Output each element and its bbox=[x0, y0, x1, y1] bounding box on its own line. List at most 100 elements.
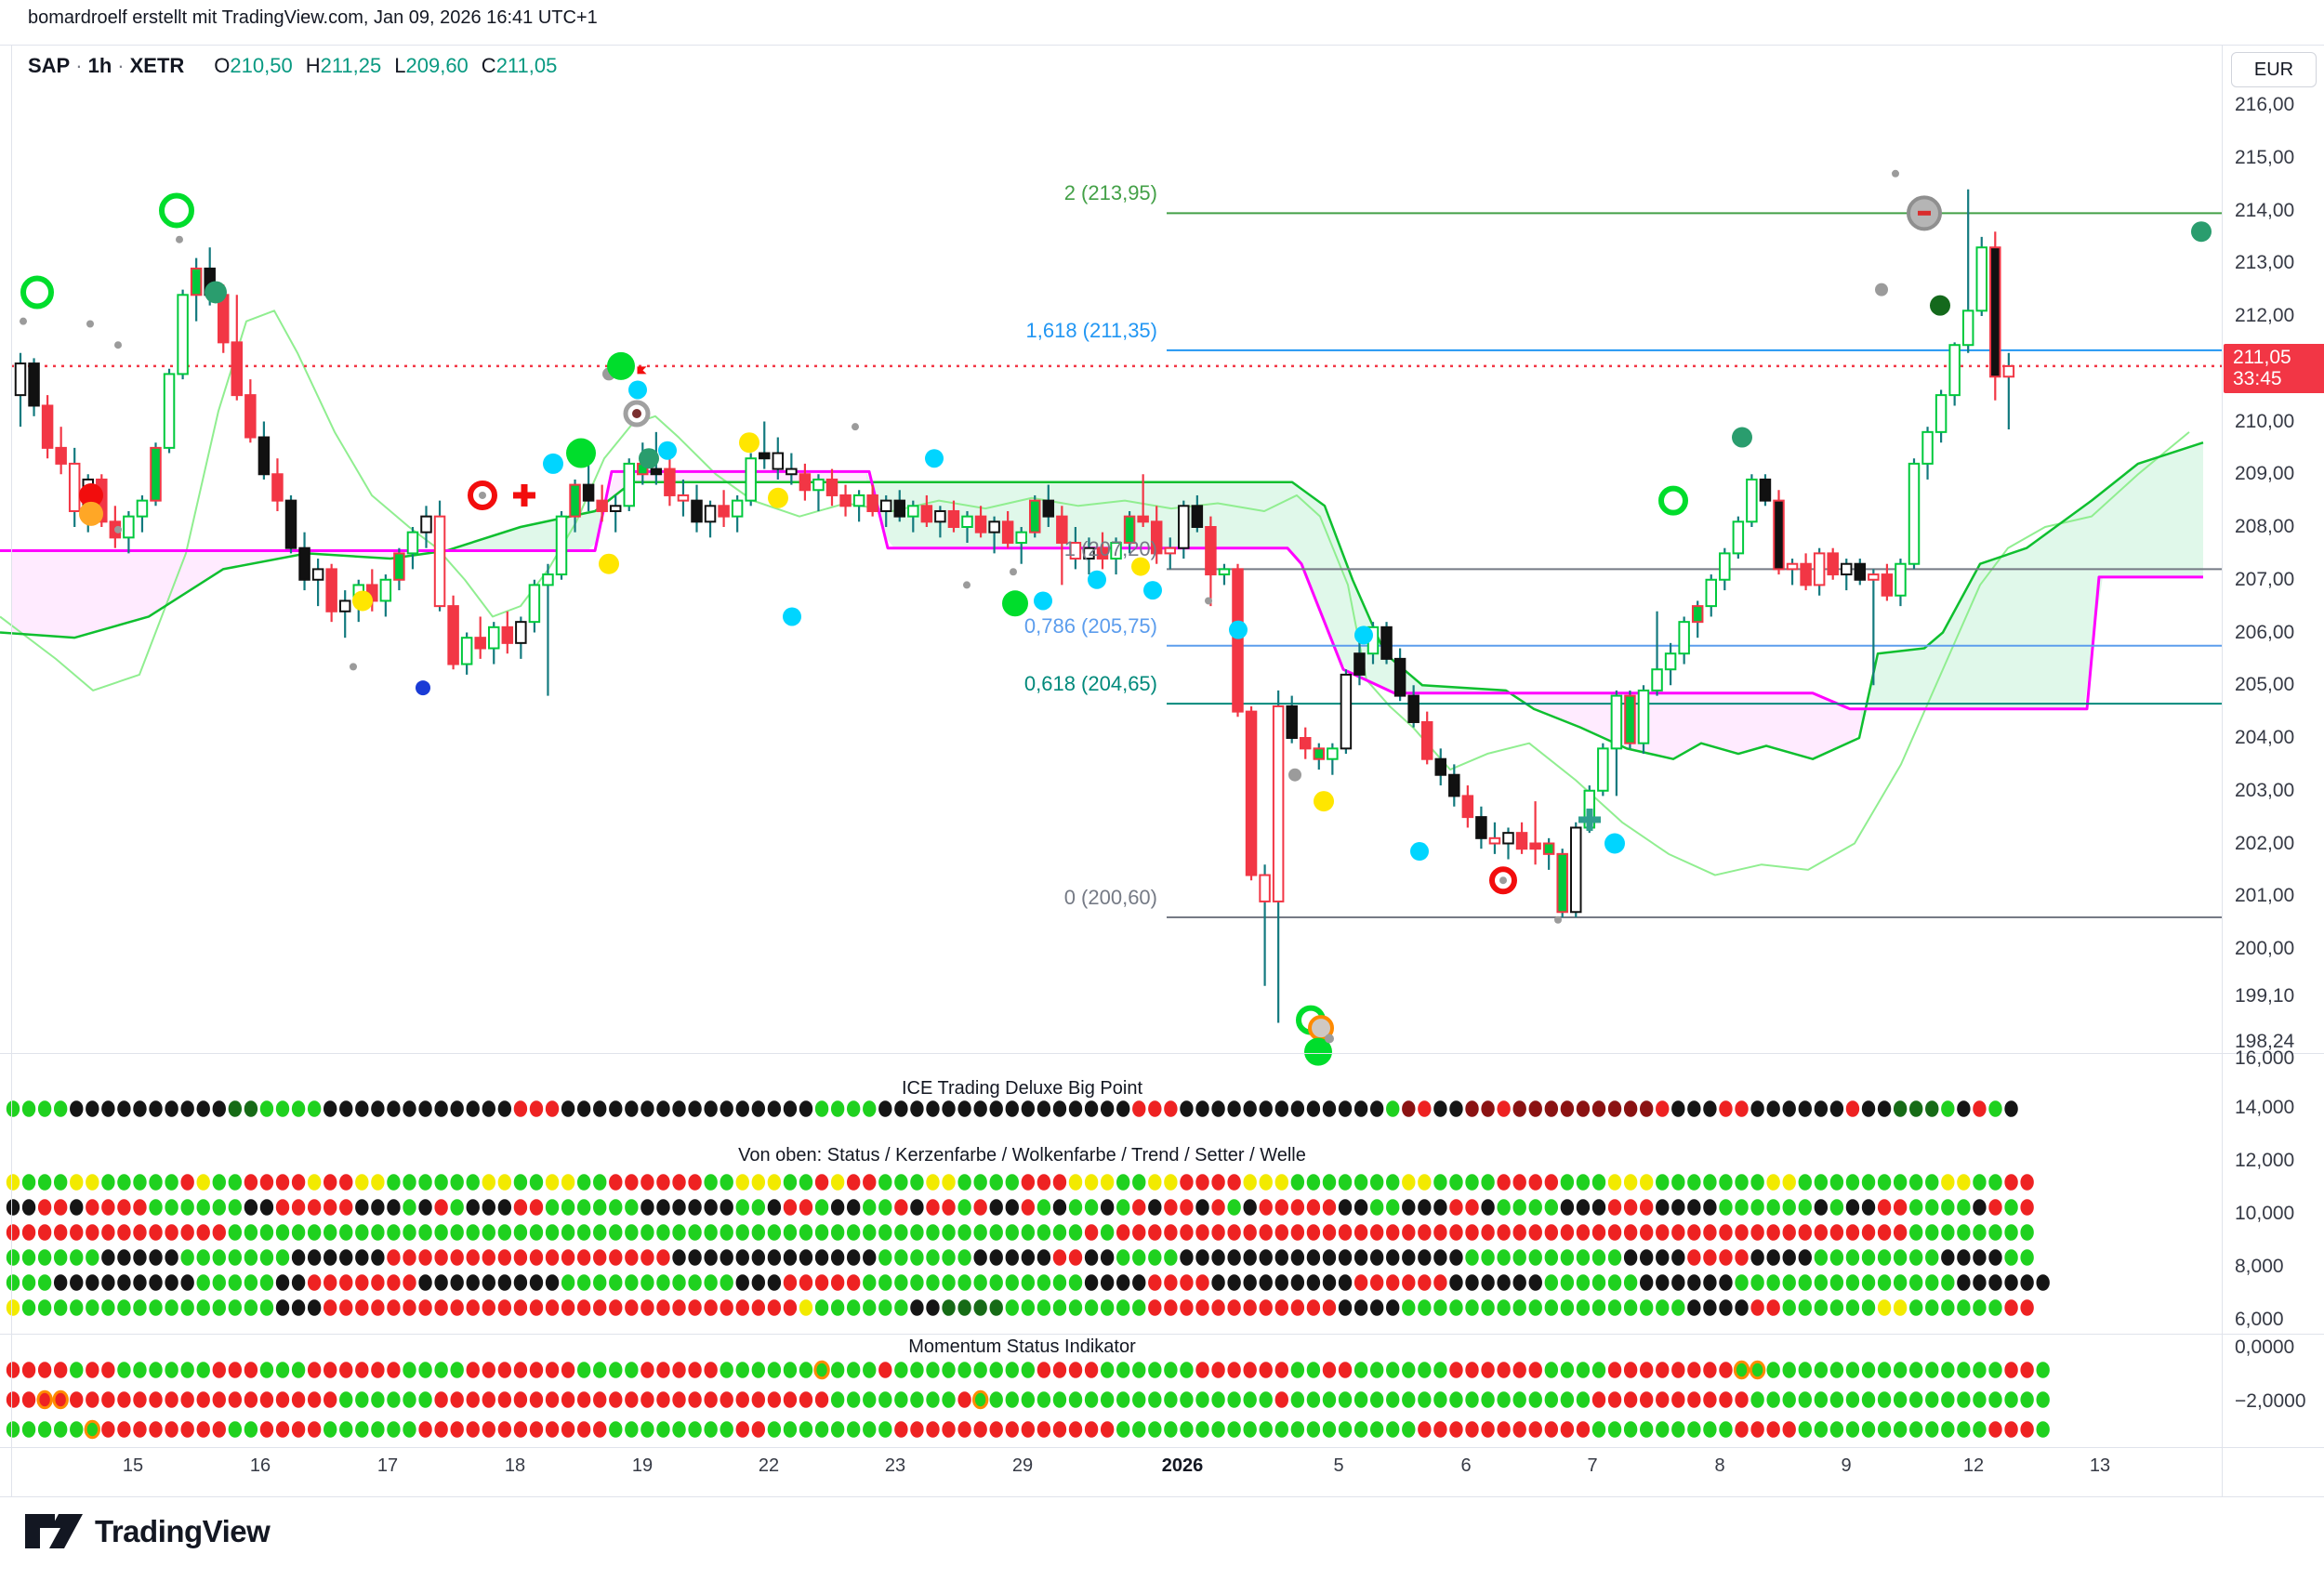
candle-body bbox=[433, 515, 446, 608]
indicator-dot-momentum-1 bbox=[1037, 1362, 1051, 1378]
indicator-dot-setter bbox=[1052, 1274, 1067, 1291]
indicator-dot-wolkenfarbe bbox=[1814, 1224, 1829, 1241]
indicator-dot-setter bbox=[1369, 1274, 1384, 1291]
indicator-dot-welle bbox=[1164, 1299, 1178, 1316]
indicator-dot-status bbox=[339, 1174, 353, 1191]
indicator-dot-trend bbox=[894, 1249, 908, 1266]
indicator-dot-momentum-1 bbox=[910, 1362, 924, 1378]
indicator-dot-bigpoint bbox=[1687, 1100, 1701, 1117]
indicator-dot-momentum-2 bbox=[275, 1391, 290, 1408]
signal-dot-yellow bbox=[768, 487, 788, 508]
indicator-dot-wolkenfarbe bbox=[1623, 1224, 1638, 1241]
time-tick-19: 19 bbox=[631, 1455, 654, 1476]
indicator-dot-status bbox=[6, 1174, 20, 1191]
indicator-dot-setter bbox=[1909, 1274, 1923, 1291]
indicator-dot-status bbox=[1052, 1174, 1067, 1191]
tradingview-logo[interactable]: TradingView bbox=[24, 1511, 271, 1552]
candle-body bbox=[1393, 657, 1406, 697]
indicator-dot-bigpoint bbox=[1544, 1100, 1559, 1117]
indicator-dot-momentum-1 bbox=[1052, 1362, 1067, 1378]
indicator-dot-setter bbox=[259, 1274, 274, 1291]
indicator-dot-welle bbox=[1925, 1299, 1939, 1316]
indicator-dot-setter bbox=[1973, 1274, 1987, 1291]
ichimoku-cloud bbox=[541, 520, 550, 551]
pane2-pane3-separator[interactable] bbox=[0, 1334, 2324, 1335]
ichimoku-cloud bbox=[2010, 550, 2019, 709]
ichimoku-cloud bbox=[755, 471, 764, 482]
price-tick-1: 215,00 bbox=[2235, 146, 2295, 168]
currency-unit-button[interactable]: EUR bbox=[2231, 52, 2317, 87]
indicator-dot-status bbox=[1068, 1174, 1083, 1191]
indicator-dot-welle bbox=[1512, 1299, 1526, 1316]
indicator-dot-trend bbox=[1941, 1249, 1955, 1266]
candle-body bbox=[1069, 542, 1082, 560]
indicator-dot-wolkenfarbe bbox=[482, 1224, 495, 1241]
indicator-dot-status bbox=[640, 1174, 654, 1191]
indicator-dot-momentum-3 bbox=[545, 1421, 560, 1438]
indicator-dot-wolkenfarbe bbox=[1639, 1224, 1654, 1241]
indicator-dot-wolkenfarbe bbox=[2004, 1224, 2018, 1241]
candle-body bbox=[677, 494, 690, 502]
indicator-dot-welle bbox=[926, 1299, 940, 1316]
indicator-dot-welle bbox=[275, 1299, 290, 1316]
indicator-dot-kerzenfarbe bbox=[1925, 1199, 1939, 1216]
indicator-dot-momentum-1 bbox=[1259, 1362, 1273, 1378]
ichimoku-cloud bbox=[1378, 637, 1387, 691]
indicator-dot-bigpoint bbox=[1893, 1100, 1908, 1117]
indicator-dot-bigpoint bbox=[846, 1100, 861, 1117]
symbol-info[interactable]: SAP · 1h · XETR O210,50 H211,25 L209,60 C211,05 bbox=[28, 54, 557, 78]
indicator-dot-momentum-2 bbox=[133, 1391, 147, 1408]
indicator-dot-momentum-3 bbox=[101, 1421, 115, 1438]
low-label: L bbox=[394, 54, 406, 77]
indicator-dot-momentum-3 bbox=[910, 1421, 924, 1438]
ichimoku-cloud bbox=[2066, 512, 2075, 709]
indicator-dot-welle bbox=[1353, 1299, 1368, 1316]
indicator-dot-momentum-2 bbox=[1560, 1391, 1575, 1408]
candle-body bbox=[1475, 816, 1487, 839]
time-tick-22: 22 bbox=[758, 1455, 780, 1476]
indicator-dot-momentum-3 bbox=[1814, 1421, 1829, 1438]
candle-body bbox=[271, 473, 284, 502]
candle-body bbox=[447, 605, 459, 665]
indicator-dot-momentum-3 bbox=[640, 1421, 654, 1438]
signal-dot-cyan bbox=[783, 607, 801, 626]
indicator-dot-trend bbox=[387, 1249, 401, 1266]
indicator-dot-momentum-2 bbox=[561, 1391, 575, 1408]
indicator-dot-momentum-1 bbox=[339, 1362, 353, 1378]
pane1-pane2-separator[interactable] bbox=[0, 1053, 2324, 1054]
indicator-dot-setter bbox=[814, 1274, 829, 1291]
indicator-dot-setter bbox=[878, 1274, 892, 1291]
indicator-dot-momentum-3 bbox=[228, 1421, 243, 1438]
indicator-dot-trend bbox=[101, 1249, 115, 1266]
indicator-dot-trend bbox=[1227, 1249, 1241, 1266]
ichimoku-cloud bbox=[1935, 628, 1945, 709]
indicator-dot-status bbox=[799, 1174, 813, 1191]
indicator-dot-momentum-2 bbox=[1861, 1391, 1876, 1408]
candle-body bbox=[934, 509, 946, 523]
indicator-dot-trend bbox=[1798, 1249, 1812, 1266]
indicator-dot-status bbox=[1607, 1174, 1622, 1191]
indicator-dot-welle bbox=[1798, 1299, 1812, 1316]
ichimoku-cloud bbox=[1675, 692, 1684, 758]
indicator-dot-bigpoint bbox=[1877, 1100, 1892, 1117]
signal-dot-yellow bbox=[739, 432, 759, 454]
indicator-dot-welle bbox=[1322, 1299, 1337, 1316]
indicator-dot-status bbox=[1877, 1174, 1892, 1191]
indicator-dot-wolkenfarbe bbox=[830, 1224, 845, 1241]
indicator-dot-wolkenfarbe bbox=[656, 1224, 670, 1241]
ichimoku-cloud bbox=[1591, 692, 1601, 737]
indicator-dot-momentum-1 bbox=[291, 1362, 306, 1378]
indicator-dot-kerzenfarbe bbox=[1132, 1199, 1146, 1216]
indicator-dot-momentum-1 bbox=[942, 1362, 956, 1378]
indicator-dot-trend bbox=[1481, 1249, 1495, 1266]
indicator-dot-trend bbox=[450, 1249, 464, 1266]
indicator-dot-wolkenfarbe bbox=[609, 1224, 623, 1241]
indicator-dot-setter bbox=[418, 1274, 432, 1291]
indicator-dot-kerzenfarbe bbox=[70, 1199, 84, 1216]
indicator-dot-status bbox=[196, 1174, 210, 1191]
indicator-dot-status bbox=[53, 1174, 68, 1191]
candle-body bbox=[1542, 842, 1555, 855]
indicator-dot-kerzenfarbe bbox=[1259, 1199, 1273, 1216]
indicator-dot-momentum-2 bbox=[1227, 1391, 1241, 1408]
